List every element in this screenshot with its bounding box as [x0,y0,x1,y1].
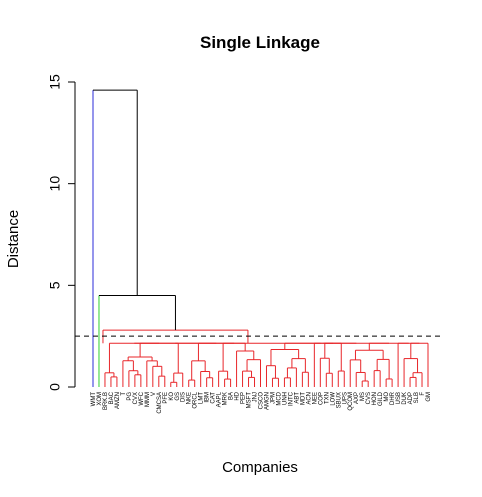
leaf-label: KO [169,392,175,401]
leaf-label: DUK [402,392,408,405]
chart-title: Single Linkage [200,33,320,52]
leaf-label: ADP [408,392,414,404]
y-axis-title: Distance [5,210,22,268]
leaf-label: CSCO [259,392,265,410]
leaf-label: UPS [342,392,348,404]
leaf-label: WFC [139,391,145,405]
leaf-label: PEP [241,392,247,404]
leaf-label: CMCSA [157,392,163,414]
leaf-label: BRK.B [103,392,109,410]
leaf-label: TXN [324,392,330,404]
leaf-label: QCOM [348,392,354,411]
leaf-label: MO [384,392,390,402]
leaf-label: F [420,392,426,396]
leaf-label: GS [175,392,181,401]
x-axis-title: Companies [222,459,298,476]
leaf-label: USB [396,392,402,404]
leaf-label: MS [360,392,366,401]
leaf-label: MRK [223,392,229,405]
leaf-label: V [151,392,157,396]
leaf-label: CVS [366,392,372,404]
leaf-label: ABT [294,392,300,404]
leaf-label: SBUX [336,392,342,408]
leaf-label: AAPL [217,391,223,407]
leaf-label: CAT [211,392,217,404]
leaf-label: XOM [97,392,103,406]
leaf-label: IBM [205,392,211,403]
leaf-label: LMT [199,392,205,404]
leaf-label: GM [426,392,432,402]
leaf-label: LOW [330,392,336,406]
leaf-label: HON [372,392,378,405]
leaf-label: INTC [288,391,294,406]
leaf-label: ORCL [193,391,199,408]
leaf-label: T [121,392,127,396]
leaf-label: MDT [300,392,306,405]
leaf-label: DHR [390,391,396,405]
leaf-label: MCD [276,391,282,405]
leaf-label: AMGN [264,392,270,410]
leaf-label: UNH [282,392,288,405]
leaf-label: AXP [354,392,360,404]
leaf-label: GILD [378,391,384,406]
y-tick-label: 10 [47,176,63,192]
leaf-label: COP [318,392,324,405]
leaf-label: AMZN [115,392,121,409]
leaf-label: NEE [312,392,318,404]
y-tick-label: 15 [47,74,63,90]
leaf-label: NKE [187,392,193,404]
leaf-label: BA [229,392,235,400]
leaf-label: JNJ [253,392,259,402]
leaf-label: DIS [181,392,187,402]
leaf-label: HD [235,391,241,400]
y-tick-label: 5 [47,281,63,289]
leaf-label: CVX [133,392,139,404]
leaf-label: BAC [109,391,115,404]
leaf-label: MMM [145,392,151,407]
leaf-label: ACN [306,392,312,405]
leaf-labels: WMT XOM BRK.B BAC AMZN T PG CVX WFC MMM V CMCSA PFE K… [91,391,432,413]
leaf-label: PG [127,392,133,401]
leaf-label: SLB [414,392,420,403]
leaf-label: MSFT [247,392,253,409]
y-axis: 0 5 10 15 [47,74,76,391]
leaf-label: JPM [270,392,276,404]
leaf-label: PFE [163,392,169,404]
y-tick-label: 0 [47,383,63,391]
leaf-label: WMT [91,392,97,407]
dendrogram-tree [92,89,429,387]
